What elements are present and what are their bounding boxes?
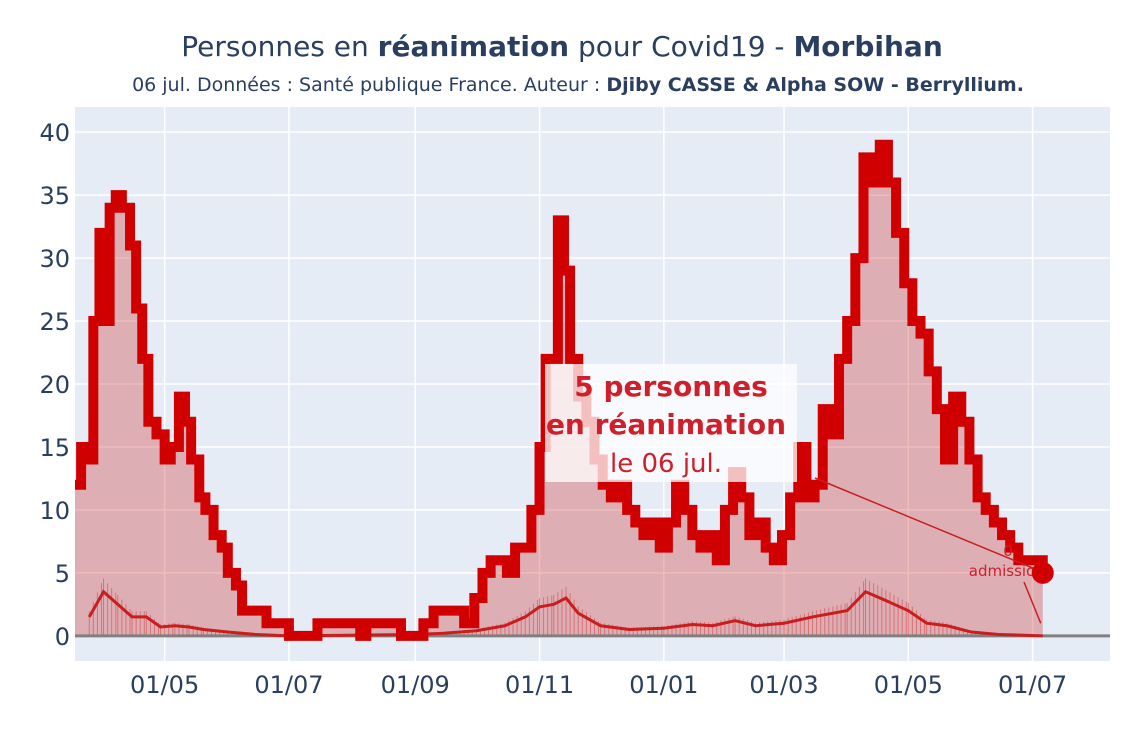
x-tick-label: 01/03	[749, 671, 818, 699]
latest-value-marker	[1031, 561, 1054, 584]
y-tick-label: 30	[39, 245, 70, 273]
x-tick-label: 01/11	[505, 671, 574, 699]
y-tick-label: 40	[39, 119, 70, 147]
chart-title: Personnes en réanimation pour Covid19 - …	[181, 30, 943, 63]
subtitle-part-2: Djiby CASSE & Alpha SOW - Berryllium.	[606, 74, 1024, 96]
x-tick-label: 01/05	[874, 671, 943, 699]
title-part-4: Morbihan	[793, 30, 942, 63]
annotation-arrow-admissions	[1023, 581, 1042, 624]
y-tick-label: 25	[39, 308, 70, 336]
x-tick-label: 01/09	[381, 671, 450, 699]
admissions-line	[87, 589, 1043, 638]
x-tick-label: 01/07	[254, 671, 323, 699]
title-part-3: pour Covid19 -	[569, 30, 793, 63]
x-tick-label: 01/01	[629, 671, 698, 699]
y-tick-label: 20	[39, 371, 70, 399]
x-axis-ticks: 01/05 01/07 01/09 01/11 01/01 01/03 01/05 01/07	[130, 671, 1067, 699]
chart-subtitle: 06 jul. Données : Santé publique France.…	[132, 74, 1024, 96]
annotation-value: 5 personnes	[574, 370, 768, 403]
title-part-2: réanimation	[378, 30, 569, 63]
x-tick-label: 01/07	[998, 671, 1067, 699]
title-part-1: Personnes en	[181, 30, 377, 63]
annotation-label: en réanimation	[546, 408, 786, 441]
annotation-arrow-main	[814, 477, 1036, 570]
annotation-box: 5 personnes en réanimation le 06 jul.	[545, 364, 797, 482]
y-tick-label: 0	[55, 623, 70, 651]
y-tick-label: 15	[39, 434, 70, 462]
y-tick-label: 10	[39, 497, 70, 525]
x-tick-label: 01/05	[130, 671, 199, 699]
y-tick-label: 35	[39, 182, 70, 210]
annotation-date: le 06 jul.	[610, 449, 722, 479]
y-tick-label: 5	[55, 560, 70, 588]
annotation-box-bg	[545, 364, 797, 482]
y-axis-ticks: 0 5 10 15 20 25 30 35 40	[39, 119, 70, 651]
admissions-annotation-value: 0	[1003, 542, 1013, 560]
subtitle-part-1: 06 jul. Données : Santé publique France.…	[132, 74, 606, 96]
admissions-annotation-label: admissio	[969, 562, 1035, 580]
